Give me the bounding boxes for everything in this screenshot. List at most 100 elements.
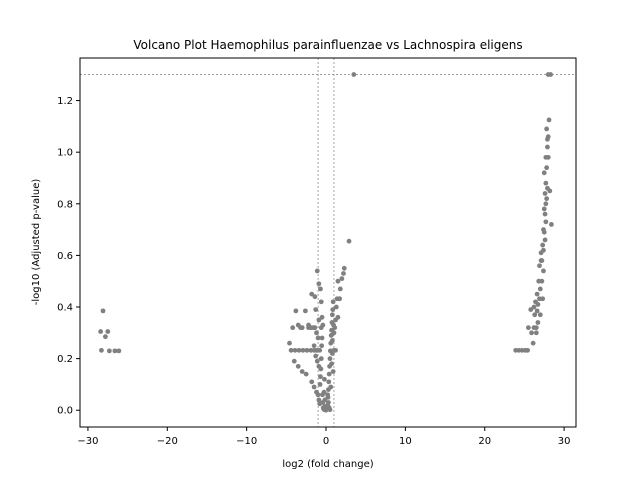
data-point (339, 276, 345, 282)
data-point (530, 340, 536, 346)
data-point (290, 325, 296, 331)
data-point (331, 330, 337, 336)
data-point (288, 347, 294, 353)
data-point (318, 356, 324, 362)
data-point (535, 320, 541, 325)
y-tick-label: 0.6 (57, 251, 73, 262)
x-tick-label: −10 (236, 436, 257, 447)
data-point (335, 278, 341, 284)
data-point (542, 191, 548, 196)
data-point (330, 307, 336, 312)
data-point (545, 136, 550, 142)
data-point (316, 317, 322, 323)
data-point (322, 397, 328, 403)
x-tick-label: 20 (478, 436, 491, 447)
data-point (544, 196, 550, 202)
data-point (541, 268, 546, 274)
y-tick-label: 0.0 (57, 406, 73, 417)
y-axis: 0.0 0.2 0.4 0.6 0.8 1.0 1.2 (57, 96, 80, 417)
data-point (116, 348, 122, 354)
data-point (537, 286, 543, 292)
data-point (292, 347, 298, 353)
data-point (287, 340, 292, 346)
data-point (351, 72, 357, 77)
y-tick-label: 0.2 (57, 354, 73, 365)
data-point (534, 291, 540, 297)
data-point (541, 170, 547, 176)
x-axis: −30 −20 −10 0 10 20 30 (77, 427, 570, 447)
data-point (534, 308, 540, 314)
data-point (346, 238, 352, 244)
data-point (316, 397, 322, 403)
data-point (326, 371, 332, 377)
data-point (341, 265, 347, 271)
data-point (314, 358, 320, 364)
data-point (98, 329, 104, 334)
data-point (546, 117, 552, 123)
data-point (295, 363, 301, 369)
x-tick-label: 10 (399, 436, 412, 447)
data-point (105, 329, 111, 334)
data-point (548, 72, 554, 77)
data-point (548, 222, 554, 227)
data-point (302, 308, 308, 314)
data-point (318, 374, 323, 380)
data-point (299, 325, 305, 331)
plot-frame (79, 57, 577, 428)
y-tick-label: 0.8 (57, 199, 73, 210)
data-point (112, 348, 118, 354)
data-point (309, 291, 315, 297)
data-point (329, 361, 334, 367)
data-point (319, 314, 325, 320)
data-point (341, 271, 346, 276)
data-point (533, 330, 539, 336)
data-point (330, 369, 336, 374)
data-point (329, 338, 335, 343)
y-axis-label: -log10 (Adjusted p-value) (31, 179, 42, 306)
data-point (327, 407, 333, 413)
data-point (537, 263, 542, 269)
data-point (291, 358, 297, 364)
data-point (537, 312, 543, 318)
data-point (313, 307, 319, 312)
x-axis-label: log2 (fold change) (282, 459, 373, 470)
data-point (312, 325, 318, 331)
x-tick-label: 30 (558, 436, 571, 447)
data-point (314, 268, 320, 274)
data-point (315, 335, 321, 341)
data-point (545, 154, 551, 160)
data-point (542, 237, 548, 243)
data-point (296, 347, 302, 353)
y-tick-label: 1.0 (57, 148, 73, 159)
y-tick-label: 1.2 (57, 96, 73, 107)
data-point (544, 126, 550, 132)
data-point (304, 347, 310, 353)
data-point (318, 366, 324, 372)
data-point (542, 211, 548, 217)
chart-title: Volcano Plot Haemophilus parainfluenzae … (133, 38, 522, 52)
data-point (328, 384, 334, 390)
data-point (529, 330, 534, 336)
data-point (327, 356, 333, 362)
data-point (319, 343, 325, 349)
x-tick-label: 0 (323, 436, 329, 447)
data-point (300, 347, 306, 353)
y-tick-label: 0.4 (57, 303, 73, 314)
data-point (547, 188, 553, 194)
data-point (293, 308, 299, 314)
x-tick-label: −30 (77, 436, 98, 447)
data-point (536, 278, 542, 284)
data-point (106, 348, 112, 354)
data-point (99, 347, 104, 353)
data-point (543, 201, 549, 207)
data-point (326, 379, 332, 385)
data-point (313, 353, 319, 359)
data-point (102, 334, 108, 340)
data-point (318, 286, 323, 292)
data-point (317, 382, 323, 387)
data-point (325, 392, 331, 398)
data-point (335, 314, 341, 320)
data-point (303, 371, 309, 377)
data-point (316, 281, 322, 287)
data-point (544, 165, 550, 171)
